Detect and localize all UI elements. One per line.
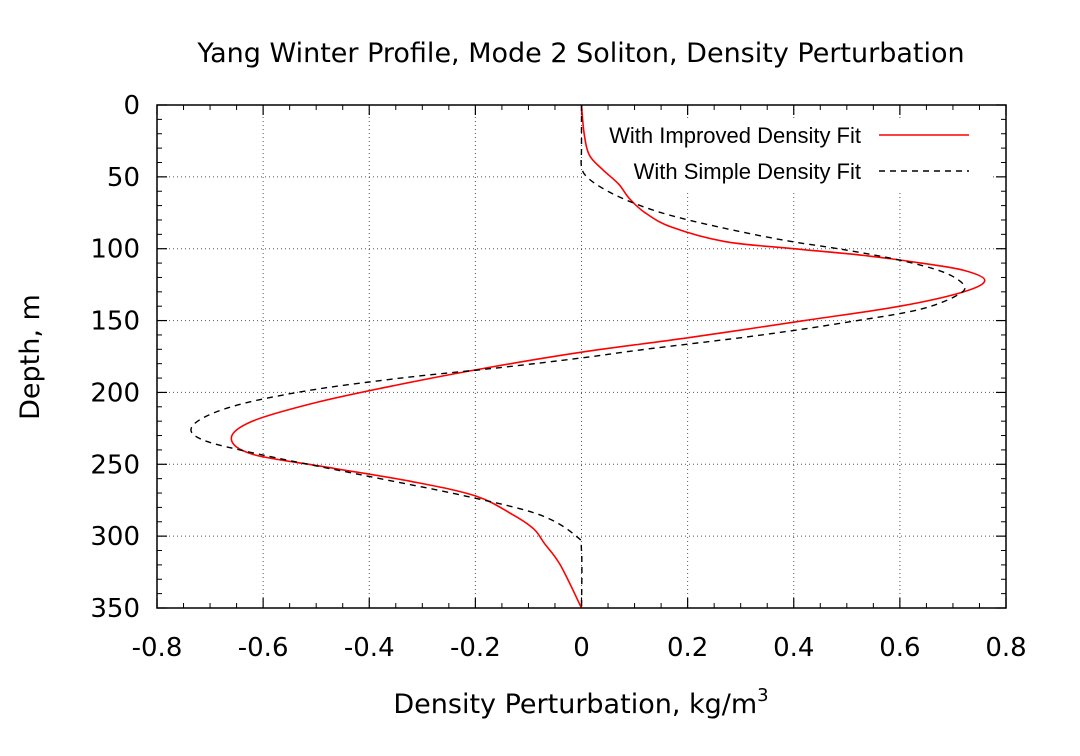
plot-frame — [156, 104, 1007, 609]
y-tick-label: 150 — [90, 307, 140, 337]
series-line-simple-density-fit — [190, 105, 966, 609]
grid-lines — [157, 105, 1006, 608]
series-line-improved-density-fit — [230, 104, 986, 609]
x-axis-label: Density Perturbation, kg/m3 — [393, 685, 768, 720]
y-tick-label: 350 — [90, 594, 140, 624]
x-tick-label: 0.6 — [879, 633, 920, 663]
x-tick-label: -0.4 — [344, 633, 395, 663]
series-lines — [190, 104, 986, 609]
x-tick-label: 0 — [573, 633, 590, 663]
y-tick-labels: 0 50 100 150 200 250 300 350 — [90, 91, 140, 624]
legend-label-simple: With Simple Density Fit — [634, 159, 861, 184]
legend: With Improved Density Fit With Simple De… — [609, 123, 969, 184]
x-tick-label: -0.6 — [238, 633, 289, 663]
y-tick-label: 100 — [90, 235, 140, 265]
x-tick-label: 0.4 — [773, 633, 814, 663]
legend-label-improved: With Improved Density Fit — [609, 123, 861, 148]
x-tick-label: -0.2 — [450, 633, 501, 663]
y-tick-label: 250 — [90, 450, 140, 480]
chart-title: Yang Winter Profile, Mode 2 Soliton, Den… — [196, 38, 964, 69]
x-tick-label: 0.2 — [667, 633, 708, 663]
x-axis-label-superscript: 3 — [757, 685, 768, 706]
y-tick-label: 200 — [90, 378, 140, 408]
x-axis-label-text: Density Perturbation, kg/m — [393, 689, 757, 720]
x-tick-labels: -0.8 -0.6 -0.4 -0.2 0 0.2 0.4 0.6 0.8 — [132, 633, 1027, 663]
x-tick-label: 0.8 — [985, 633, 1026, 663]
legend-background — [582, 118, 990, 192]
y-tick-label: 50 — [107, 163, 140, 193]
y-tick-label: 0 — [123, 91, 140, 121]
y-tick-label: 300 — [90, 522, 140, 552]
y-axis-label: Depth, m — [15, 294, 46, 420]
x-tick-label: -0.8 — [132, 633, 183, 663]
